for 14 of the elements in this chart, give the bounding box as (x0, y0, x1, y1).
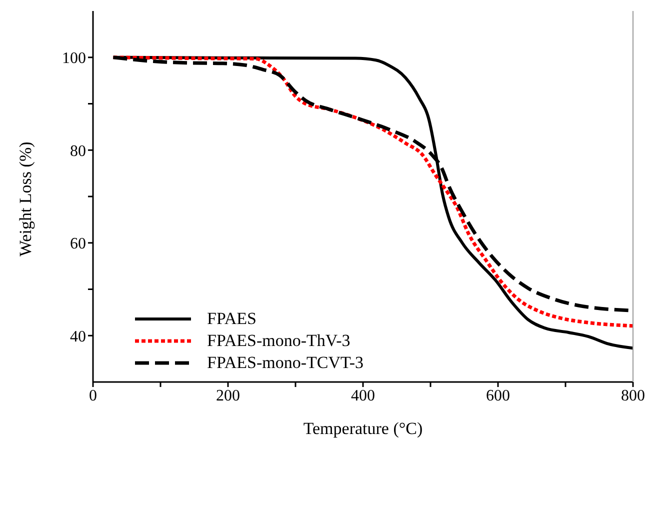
y-tick-label: 40 (70, 328, 86, 346)
legend-label: FPAES-mono-ThV-3 (207, 331, 350, 351)
y-tick-label: 60 (70, 236, 86, 253)
x-tick-label: 600 (486, 387, 510, 404)
y-axis-title: Weight Loss (%) (16, 142, 36, 256)
x-tick-label: 400 (351, 387, 375, 404)
legend-label: FPAES-mono-TCVT-3 (207, 353, 364, 373)
y-tick-label: 80 (70, 142, 86, 160)
x-tick-label: 800 (621, 387, 645, 404)
x-axis-title: Temperature (°C) (303, 419, 423, 438)
y-tick-label: 100 (62, 50, 86, 68)
x-tick-label: 200 (216, 387, 240, 404)
x-tick-label: 0 (89, 387, 97, 404)
legend-label: FPAES (207, 309, 256, 329)
